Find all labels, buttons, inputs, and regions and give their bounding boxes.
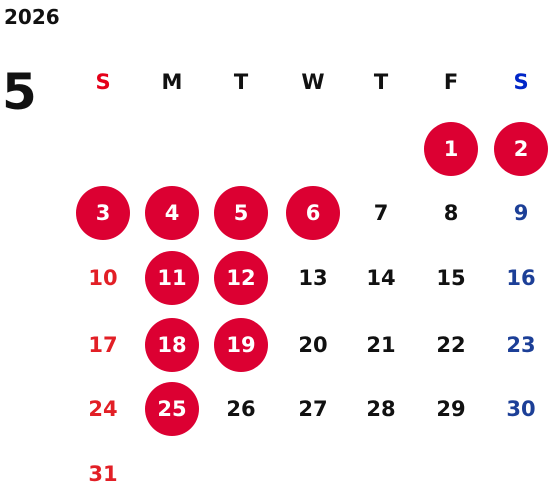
weekday-header-mon: M: [161, 70, 183, 94]
day-16[interactable]: 16: [506, 266, 536, 290]
day-7[interactable]: 7: [373, 201, 389, 225]
day-28[interactable]: 28: [366, 397, 396, 421]
day-18[interactable]: 18: [145, 318, 199, 372]
weekday-header-sat: S: [513, 70, 529, 94]
day-1[interactable]: 1: [424, 122, 478, 176]
weekday-header-tue: T: [233, 70, 249, 94]
day-11[interactable]: 11: [145, 251, 199, 305]
day-3[interactable]: 3: [76, 186, 130, 240]
day-4[interactable]: 4: [145, 186, 199, 240]
weekday-header-fri: F: [443, 70, 459, 94]
day-19[interactable]: 19: [214, 318, 268, 372]
day-27[interactable]: 27: [298, 397, 328, 421]
day-24[interactable]: 24: [88, 397, 118, 421]
day-17[interactable]: 17: [88, 333, 118, 357]
day-10[interactable]: 10: [88, 266, 118, 290]
year-label: 2026: [4, 5, 60, 29]
day-20[interactable]: 20: [298, 333, 328, 357]
day-21[interactable]: 21: [366, 333, 396, 357]
day-31[interactable]: 31: [88, 462, 118, 486]
day-6[interactable]: 6: [286, 186, 340, 240]
day-13[interactable]: 13: [298, 266, 328, 290]
weekday-header-thu: T: [373, 70, 389, 94]
weekday-header-wed: W: [301, 70, 325, 94]
month-label: 5: [2, 63, 37, 121]
day-5[interactable]: 5: [214, 186, 268, 240]
weekday-header-sun: S: [95, 70, 111, 94]
day-26[interactable]: 26: [226, 397, 256, 421]
day-22[interactable]: 22: [436, 333, 466, 357]
day-8[interactable]: 8: [443, 201, 459, 225]
day-15[interactable]: 15: [436, 266, 466, 290]
day-29[interactable]: 29: [436, 397, 466, 421]
day-9[interactable]: 9: [513, 201, 529, 225]
day-23[interactable]: 23: [506, 333, 536, 357]
day-25[interactable]: 25: [145, 382, 199, 436]
day-12[interactable]: 12: [214, 251, 268, 305]
day-2[interactable]: 2: [494, 122, 548, 176]
day-30[interactable]: 30: [506, 397, 536, 421]
day-14[interactable]: 14: [366, 266, 396, 290]
